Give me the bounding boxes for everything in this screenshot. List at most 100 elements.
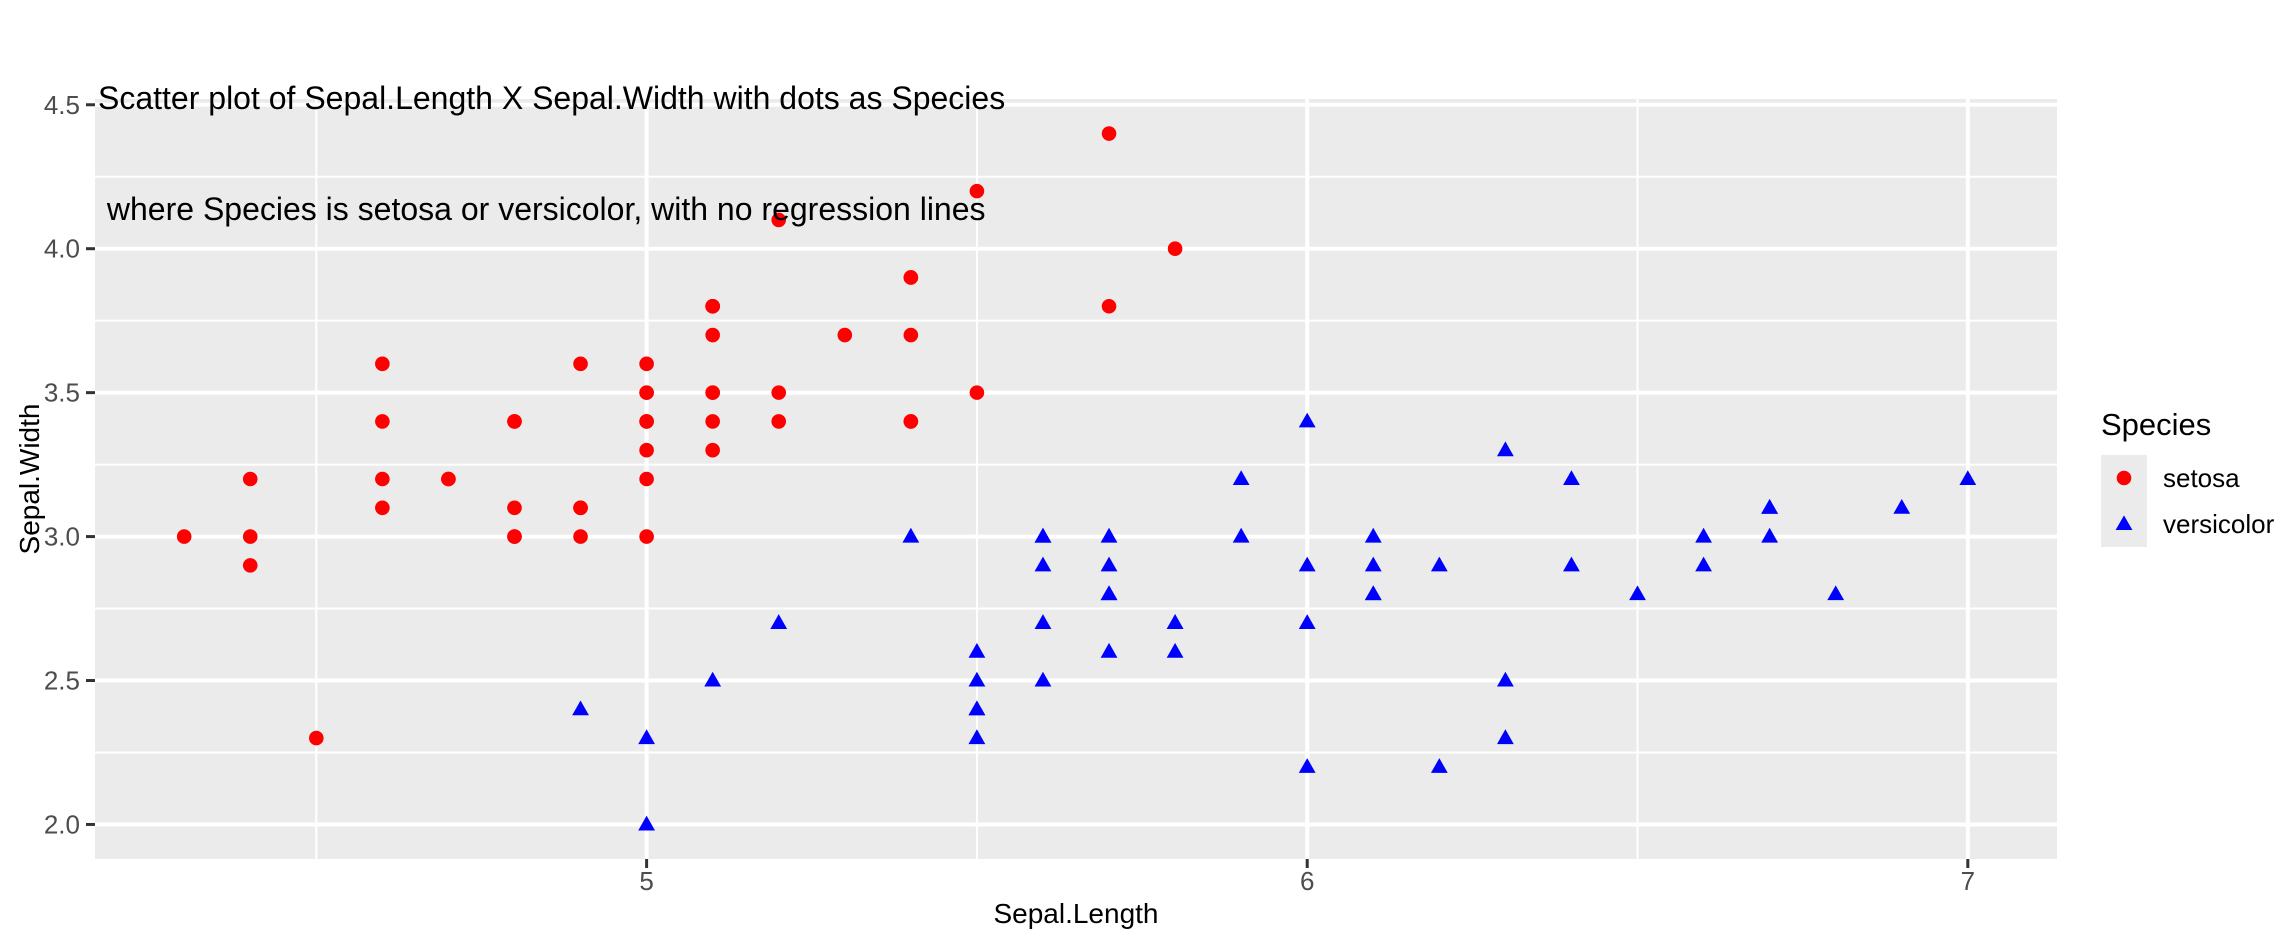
legend-key-setosa [2101,455,2147,501]
point-versicolor [968,729,986,745]
point-versicolor [1100,556,1118,572]
point-versicolor [1298,556,1316,572]
point-setosa [573,356,588,372]
point-versicolor [1166,642,1184,658]
point-setosa [573,529,588,544]
legend-entry-setosa: setosa [2101,455,2274,501]
point-versicolor [1364,556,1382,572]
point-versicolor [1761,527,1779,543]
legend-label-setosa: setosa [2163,462,2240,493]
point-setosa [837,327,853,343]
legend-title: Species [2101,407,2212,442]
point-versicolor [1166,614,1184,629]
point-versicolor [1496,729,1514,745]
point-setosa [1101,298,1117,314]
point-versicolor [1563,470,1580,485]
circle-marker-icon [2116,470,2132,486]
point-versicolor [1034,671,1052,687]
point-versicolor [1232,527,1250,543]
point-setosa [771,385,787,400]
point-setosa [375,471,390,487]
point-setosa [375,500,390,516]
point-setosa [1167,241,1183,256]
point-versicolor [1695,556,1712,572]
point-setosa [639,442,654,458]
point-versicolor [638,729,656,745]
point-setosa [573,500,588,516]
point-versicolor [1298,614,1316,629]
plot-title-line-1: Scatter plot of Sepal.Length X Sepal.Wid… [98,80,1006,116]
point-setosa [903,270,919,285]
x-axis-title: Sepal.Length [993,898,1159,929]
point-versicolor [1034,527,1052,543]
y-tick-label: 4.5 [44,90,80,120]
y-tick-label: 3.0 [44,522,80,552]
y-tick-label: 2.5 [44,666,80,696]
point-setosa [705,385,720,400]
point-setosa [309,730,324,746]
point-versicolor [572,700,589,716]
point-versicolor [1629,585,1646,601]
legend-key-versicolor [2101,501,2147,547]
point-versicolor [1298,412,1316,428]
plot-title-line-2: where Species is setosa or versicolor, w… [98,191,986,227]
plot-panel [95,99,2057,859]
point-setosa [639,356,654,372]
point-setosa [242,471,258,487]
point-setosa [375,356,390,372]
point-setosa [507,529,522,544]
point-versicolor [1430,758,1448,773]
point-versicolor [1563,556,1580,572]
point-setosa [639,385,654,400]
point-versicolor [1364,585,1382,601]
point-versicolor [638,815,656,831]
point-setosa [639,471,654,487]
point-versicolor [1496,671,1514,687]
point-versicolor [1232,470,1250,485]
point-versicolor [1761,498,1779,514]
point-versicolor [1298,758,1316,773]
point-setosa [705,414,720,429]
point-versicolor [1695,527,1712,543]
x-tick-label: 7 [1961,866,1975,896]
point-setosa [242,558,258,573]
point-setosa [771,414,787,429]
x-tick-label: 5 [639,866,653,896]
point-setosa [639,414,654,429]
point-setosa [705,298,720,314]
point-setosa [903,327,919,343]
legend-label-versicolor: versicolor [2163,508,2275,539]
x-tick-label: 6 [1300,866,1314,896]
point-versicolor [1100,527,1118,543]
triangle-marker-icon [2115,515,2133,530]
legend-entry-versicolor: versicolor [2101,501,2274,547]
point-setosa [441,471,456,487]
point-versicolor [902,527,920,543]
point-versicolor [1496,441,1514,457]
point-versicolor [968,642,986,658]
point-setosa [771,212,787,228]
point-versicolor [1100,642,1118,658]
point-versicolor [968,671,986,687]
y-tick-label: 3.5 [44,378,80,408]
point-versicolor [1893,498,1911,514]
point-versicolor [1364,527,1382,543]
point-setosa [969,183,985,199]
legend-entries: setosa versicolor [2101,455,2274,547]
point-setosa [1101,126,1117,141]
point-setosa [639,529,654,544]
point-setosa [507,414,522,429]
y-axis-title: Sepal.Width [14,403,45,555]
point-setosa [903,414,919,429]
point-setosa [507,500,522,516]
point-versicolor [1034,614,1052,629]
point-setosa [705,327,720,343]
legend: Species setosa versicolor [2101,406,2274,547]
y-tick-label: 4.0 [44,234,80,264]
point-versicolor [1100,585,1118,601]
y-tick-label: 2.0 [44,809,80,839]
point-versicolor [1827,585,1845,601]
point-versicolor [1430,556,1448,572]
